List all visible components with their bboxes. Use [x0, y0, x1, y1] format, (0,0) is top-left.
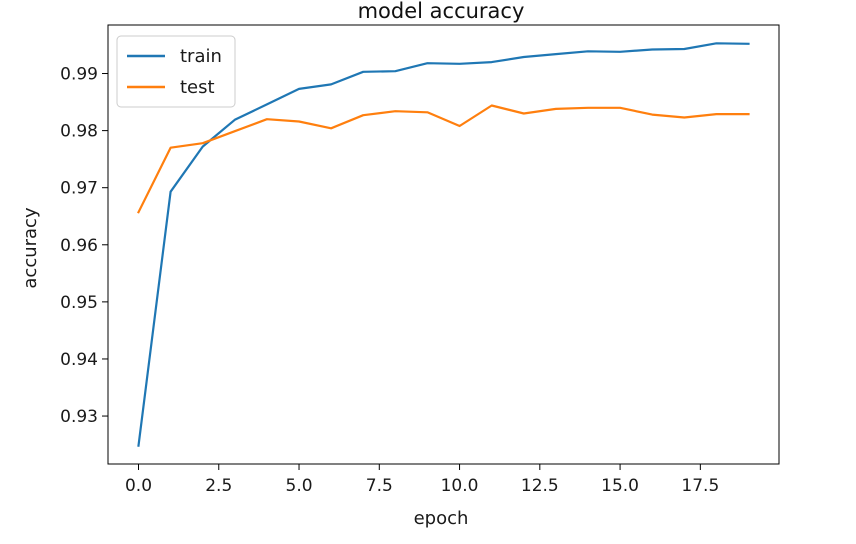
- x-axis: 0.0 2.5 5.0 7.5 10.0 12.5 15.0 17.5: [125, 464, 719, 496]
- legend-label-test: test: [180, 77, 215, 98]
- x-tick-label: 7.5: [366, 476, 393, 496]
- x-tick-label: 2.5: [205, 476, 232, 496]
- y-tick-label: 0.98: [60, 122, 98, 142]
- y-axis-title: accuracy: [20, 207, 41, 289]
- y-axis: 0.93 0.94 0.95 0.96 0.97 0.98 0.99: [60, 65, 108, 427]
- x-tick-label: 17.5: [681, 476, 719, 496]
- y-tick-label: 0.93: [60, 407, 98, 427]
- legend: train test: [116, 35, 236, 108]
- x-axis-title: epoch: [414, 508, 469, 529]
- y-tick-label: 0.99: [60, 65, 98, 85]
- series-line-test: [137, 104, 750, 214]
- legend-label-train: train: [180, 46, 222, 67]
- series-layer: [137, 42, 750, 447]
- x-tick-label: 12.5: [521, 476, 559, 496]
- y-tick-label: 0.96: [60, 236, 98, 256]
- y-tick-label: 0.94: [60, 350, 98, 370]
- y-tick-label: 0.97: [60, 179, 98, 199]
- x-tick-label: 10.0: [441, 476, 479, 496]
- legend-box: [116, 35, 236, 108]
- x-tick-label: 0.0: [125, 476, 152, 496]
- x-tick-label: 15.0: [601, 476, 639, 496]
- y-tick-label: 0.95: [60, 293, 98, 313]
- series-line-train: [137, 42, 750, 447]
- chart-title: model accuracy: [358, 0, 525, 23]
- x-tick-label: 5.0: [286, 476, 313, 496]
